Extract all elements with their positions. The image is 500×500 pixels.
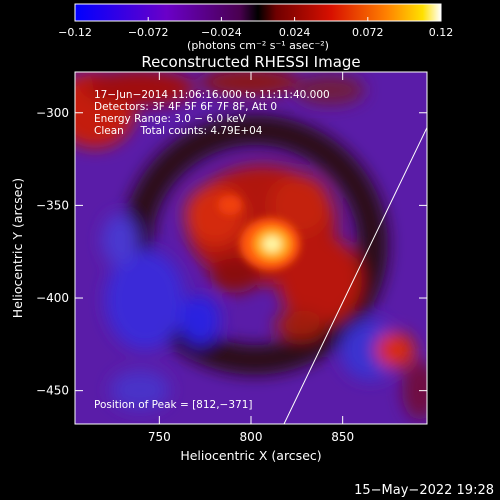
colorbar-tick-label: 0.024 <box>279 26 311 39</box>
chart-title: Reconstructed RHESSI Image <box>141 53 360 71</box>
colorbar-units: (photons cm⁻² s⁻¹ asec⁻²) <box>187 39 329 52</box>
colorbar-tick-label: −0.072 <box>128 26 169 39</box>
footer-date: 15−May−2022 19:28 <box>354 483 494 498</box>
peak-position-label: Position of Peak = [812,−371] <box>94 399 253 411</box>
colorbar-tick-label: −0.024 <box>201 26 242 39</box>
observation-annotations: 17−Jun−2014 11:06:16.000 to 11:11:40.000… <box>94 89 330 137</box>
x-tick-label: 750 <box>148 430 171 444</box>
axis-ticks: 750 800 850 −300 −350 −400 −450 <box>36 72 427 444</box>
annotation-energy-range: Energy Range: 3.0 − 6.0 keV <box>94 113 247 125</box>
y-axis-label: Heliocentric Y (arcsec) <box>10 178 25 318</box>
colorbar-tick-label: −0.12 <box>58 26 92 39</box>
y-tick-label: −350 <box>36 198 69 212</box>
x-axis-label: Heliocentric X (arcsec) <box>180 448 321 463</box>
x-tick-label: 800 <box>240 430 263 444</box>
colorbar-tick-label: 0.12 <box>429 26 454 39</box>
annotation-clean-counts: Clean Total counts: 4.79E+04 <box>94 125 263 137</box>
annotation-time-range: 17−Jun−2014 11:06:16.000 to 11:11:40.000 <box>94 89 330 101</box>
y-tick-label: −450 <box>36 384 69 398</box>
colorbar-ticks: −0.12 −0.072 −0.024 0.024 0.072 0.12 <box>58 17 453 39</box>
colorbar-tick-label: 0.072 <box>352 26 384 39</box>
intensity-map <box>75 72 427 424</box>
annotation-detectors: Detectors: 3F 4F 5F 6F 7F 8F, Att 0 <box>94 101 277 113</box>
x-tick-label: 850 <box>331 430 354 444</box>
solar-limb-line <box>283 127 428 425</box>
colorbar <box>74 3 442 22</box>
y-tick-label: −300 <box>36 106 69 120</box>
y-tick-label: −400 <box>36 291 69 305</box>
